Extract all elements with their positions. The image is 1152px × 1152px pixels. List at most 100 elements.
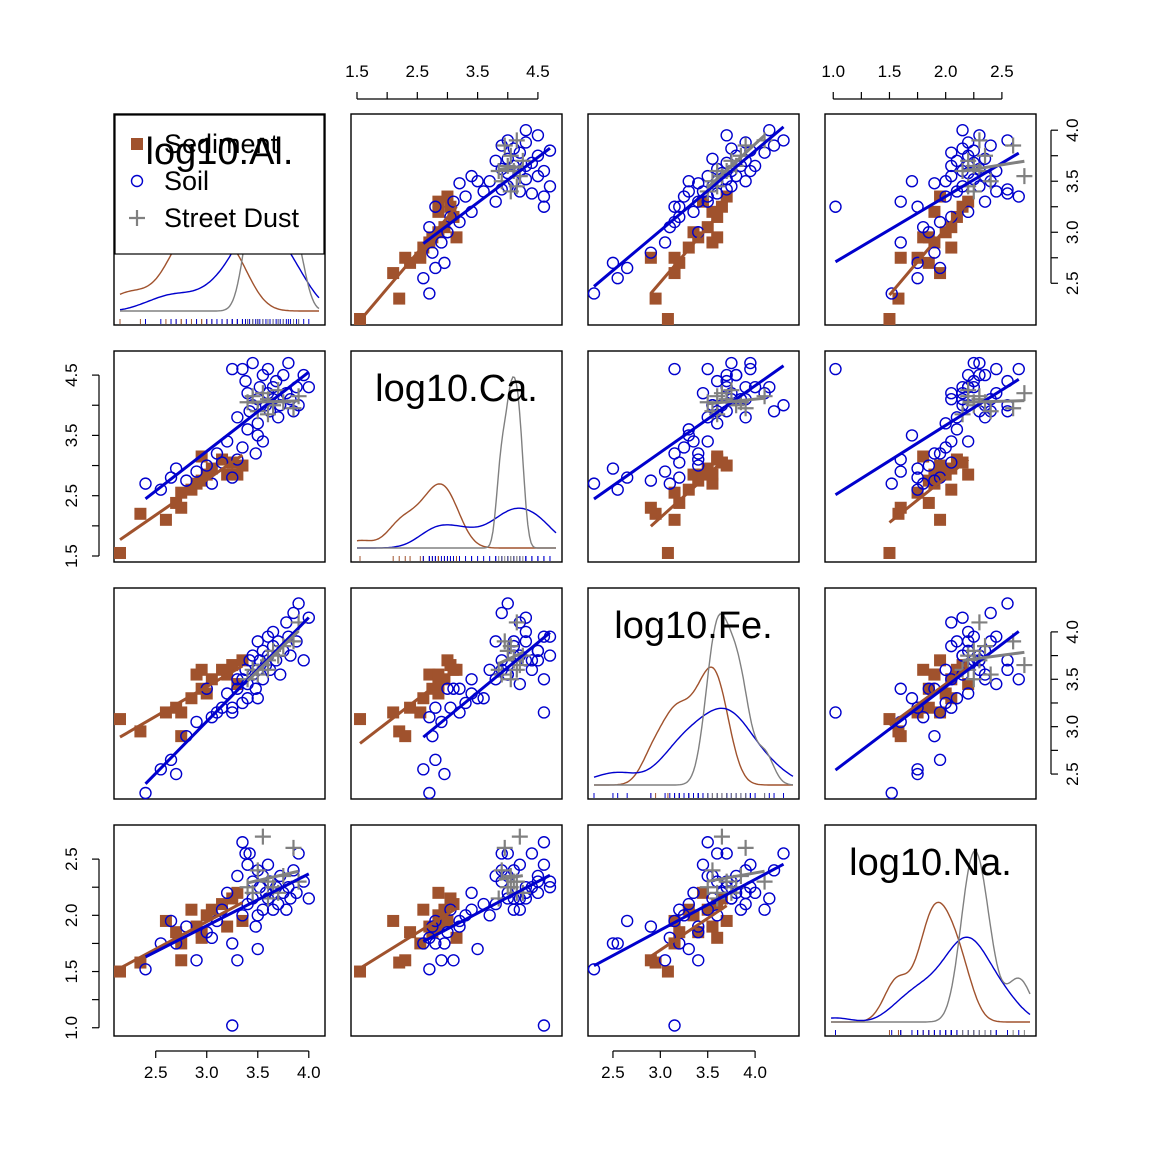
panel-log10.Na.-log10.Ca. (350, 824, 563, 1037)
soil-point (990, 185, 1003, 198)
sediment-point (715, 200, 728, 213)
soil-point (241, 692, 254, 705)
soil-point (537, 858, 551, 871)
sediment-point (917, 450, 930, 463)
soil-point (519, 635, 533, 648)
sediment-point (399, 730, 412, 743)
soil-point (587, 287, 601, 300)
soil-point (606, 256, 620, 270)
sediment-point (231, 886, 244, 899)
street-dust-point (718, 873, 735, 890)
sediment-point (441, 190, 454, 203)
soil-point (777, 847, 790, 860)
tick-label: 3.5 (1063, 667, 1082, 691)
soil-point (205, 931, 219, 945)
panel-log10.Ca.-log10.Al. (113, 350, 326, 563)
soil-point (297, 368, 310, 382)
panel-log10.Ca.-log10.Fe. (587, 350, 800, 563)
soil-point (231, 869, 244, 883)
soil-point (226, 1019, 239, 1032)
sediment-point (114, 713, 126, 726)
soil-point (720, 129, 733, 142)
diagonal-label: log10.Na. (849, 842, 1012, 884)
soil-point (950, 692, 964, 705)
soil-point (710, 847, 724, 860)
tick-label: 3.0 (649, 1063, 673, 1082)
soil-point (916, 220, 930, 234)
soil-point (885, 477, 898, 490)
soil-point (489, 195, 502, 208)
street-dust-point (129, 210, 145, 226)
sediment-point (682, 483, 695, 496)
street-dust-point (499, 157, 516, 174)
soil-point (720, 368, 733, 382)
soil-point (945, 616, 958, 629)
soil-point (829, 706, 842, 719)
soil-point (249, 920, 262, 933)
soil-point (829, 200, 842, 213)
panel-log10.Na.-log10.Fe. (587, 824, 800, 1037)
soil-point (241, 858, 254, 871)
soil-point (243, 847, 256, 860)
soil-point (767, 139, 781, 152)
street-dust-point (244, 884, 261, 901)
soil-point (210, 447, 224, 460)
tick-label: 4.0 (1063, 620, 1082, 644)
soil-point (763, 124, 776, 137)
soil-point (426, 246, 439, 259)
tick-label: 1.0 (821, 62, 845, 81)
tick-label: 1.0 (62, 1016, 81, 1040)
sediment-point (175, 706, 188, 719)
soil-point (251, 417, 264, 430)
street-dust-point (1005, 137, 1022, 154)
soil-point (961, 205, 975, 219)
tick-label: 3.0 (195, 1063, 219, 1082)
diagonal-label: log10.Fe. (614, 605, 772, 647)
sediment-point (114, 546, 126, 559)
soil-point (280, 616, 293, 629)
fit-line-street-dust (498, 651, 524, 665)
sediment-point (417, 903, 430, 916)
soil-point (507, 142, 520, 155)
soil-point (945, 435, 958, 448)
street-dust-point (496, 633, 513, 650)
street-dust-point (259, 661, 276, 678)
sediment-point (200, 687, 213, 700)
tick-label: 2.5 (62, 484, 81, 508)
fit-line-soil (593, 125, 785, 288)
soil-point (933, 215, 947, 229)
soil-point (758, 903, 771, 916)
panel-log10.Fe.-log10.Al. (113, 587, 326, 800)
fit-line-sediment (119, 901, 244, 970)
sediment-point (922, 701, 935, 714)
soil-point (956, 124, 969, 137)
sediment-point (175, 954, 188, 967)
fit-line-soil (422, 873, 551, 943)
soil-point (290, 886, 303, 900)
legend-box (114, 114, 325, 255)
soil-point (537, 200, 551, 213)
soil-point (894, 195, 907, 208)
street-dust-point (699, 879, 716, 896)
soil-point (190, 954, 203, 967)
soil-point (611, 271, 624, 285)
sediment-point (414, 706, 427, 719)
sediment-point (432, 687, 445, 700)
soil-point (417, 763, 430, 776)
panel-log10.Al.-log10.Na. (824, 113, 1037, 326)
street-dust-point (508, 178, 525, 195)
soil-point (226, 701, 239, 714)
soil-point (429, 937, 442, 950)
panel-log10.Al.-log10.Fe. (587, 113, 800, 326)
soil-point (249, 447, 262, 460)
street-dust-point (490, 163, 507, 180)
soil-point (763, 892, 776, 905)
soil-point (905, 692, 919, 705)
sediment-point (928, 668, 941, 681)
fit-line-sediment (649, 456, 728, 528)
sediment-point (387, 914, 400, 927)
soil-point (459, 696, 472, 710)
soil-point (701, 435, 714, 448)
sediment-point (922, 496, 935, 509)
soil-point (984, 606, 997, 620)
